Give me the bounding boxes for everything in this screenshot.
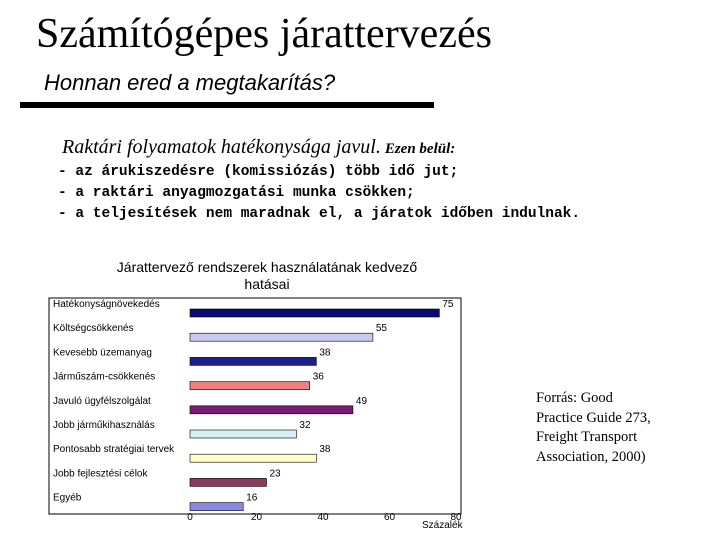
x-tick-label: 20: [251, 512, 263, 523]
ticks-group: 0 20 40 60 80: [187, 512, 462, 523]
chart-title-line: hatásai: [244, 276, 289, 292]
bar: [189, 332, 374, 342]
category-label: Egyéb: [53, 493, 82, 504]
x-axis-label: Százalék: [422, 520, 464, 531]
value-label: 49: [356, 396, 368, 407]
category-label: Javuló ügyfélszolgálat: [53, 396, 151, 407]
bullet-item: - a teljesítések nem maradnak el, a jára…: [58, 206, 581, 222]
bullet-item: - az árukiszedésre (komissiózás) több id…: [58, 164, 459, 180]
x-tick-label: 80: [450, 512, 462, 523]
bar: [189, 308, 440, 318]
bar: [189, 478, 267, 487]
lead-main-text: Raktári folyamatok hatékonysága javul.: [62, 136, 381, 158]
bullet-list: - az árukiszedésre (komissiózás) több id…: [58, 162, 580, 225]
category-label: Jobb fejlesztési célok: [53, 468, 148, 479]
value-label: 16: [246, 493, 258, 504]
lead-sentence: Raktári folyamatok hatékonysága javul. E…: [62, 136, 455, 159]
category-label: Költségcsökkenés: [53, 323, 134, 334]
category-label: Jobb járműkihasználás: [53, 420, 155, 431]
bar: [189, 429, 297, 439]
source-line: Forrás: Good: [536, 390, 613, 406]
bullet-item: - a raktári anyagmozgatási munka csökken…: [58, 185, 415, 201]
category-label: Hatékonyságnövekedés: [53, 299, 160, 310]
plot-frame: [48, 297, 462, 515]
category-label: Járműszám-csökkenés: [53, 372, 155, 383]
value-label: 75: [442, 299, 454, 310]
source-line: Freight Transport: [536, 429, 638, 445]
value-label: 23: [269, 468, 281, 479]
bar: [189, 453, 317, 463]
x-tick-label: 40: [317, 512, 329, 523]
source-note: Forrás: Good Practice Guide 273, Freight…: [536, 389, 706, 467]
value-label: 38: [319, 347, 331, 358]
source-line: Practice Guide 273,: [536, 409, 651, 426]
bars-group: Hatékonyságnövekedés 75 Költségcsökkenés 55…: [53, 299, 454, 511]
slide-title: Számítógépes járattervezés: [36, 11, 492, 57]
bar: [189, 357, 317, 366]
bar: [189, 405, 354, 415]
title-underline: [20, 102, 434, 108]
slide-subtitle: Honnan ered a megtakarítás?: [44, 70, 336, 95]
value-label: 55: [376, 323, 388, 334]
value-label: 38: [319, 444, 331, 455]
x-tick-label: 60: [384, 512, 396, 523]
bar: [189, 502, 244, 511]
category-label: Kevesebb üzemanyag: [53, 347, 152, 358]
source-line: Association, 2000): [536, 448, 646, 465]
chart-title-line: Járattervező rendszerek használatának ke…: [117, 259, 418, 275]
bar: [189, 381, 310, 390]
category-label: Pontosabb stratégiai tervek: [53, 444, 175, 455]
value-label: 36: [313, 372, 325, 383]
x-tick-label: 0: [187, 512, 193, 523]
value-label: 32: [299, 420, 311, 431]
bar-chart: Járattervező rendszerek használatának ke…: [48, 259, 464, 531]
lead-tail-text: Ezen belül:: [384, 141, 456, 157]
